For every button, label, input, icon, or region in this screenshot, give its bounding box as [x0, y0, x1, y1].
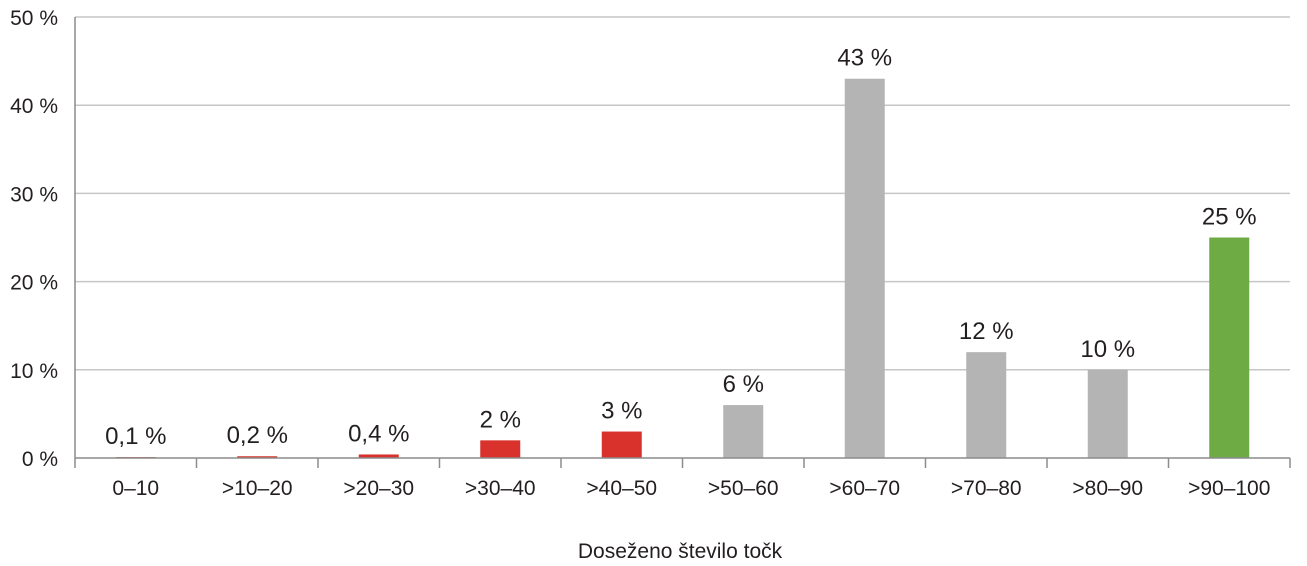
y-tick-label: 40 %: [10, 95, 58, 118]
bar: [723, 405, 764, 458]
x-tick-label: >40–50: [586, 477, 657, 500]
data-label: 0,4 %: [348, 420, 409, 447]
x-tick-label: >90–100: [1188, 477, 1270, 500]
x-tick-label: >30–40: [465, 477, 536, 500]
data-labels: 0,1 % 0,2 % 0,4 % 2 % 3 % 6 % 43 % 12 % 10 % 25 %: [105, 45, 1257, 450]
y-tick-label: 50 %: [10, 7, 58, 30]
bars: [115, 78, 1250, 459]
y-tick-label: 10 %: [10, 360, 58, 383]
gridlines: [75, 16, 1290, 371]
bar: [844, 78, 885, 459]
bar: [1209, 237, 1250, 458]
y-tick-label: 30 %: [10, 183, 58, 206]
x-tick-label: >80–90: [1072, 477, 1143, 500]
data-label: 12 %: [959, 318, 1014, 345]
bar: [480, 440, 521, 458]
x-tick-label: >60–70: [829, 477, 900, 500]
x-tick-label: 0–10: [112, 477, 159, 500]
bar: [358, 454, 399, 458]
x-tick-label: >70–80: [951, 477, 1022, 500]
data-label: 0,1 %: [105, 423, 166, 450]
x-axis-title: Doseženo število točk: [578, 540, 783, 563]
data-label: 6 %: [723, 371, 764, 398]
y-tick-label: 20 %: [10, 272, 58, 295]
bar: [1087, 369, 1128, 458]
x-tick-label: >50–60: [708, 477, 779, 500]
x-axis: 0–10 >10–20 >20–30 >30–40 >40–50 >50–60 >60–70…: [74, 457, 1291, 500]
y-tick-label: 0 %: [22, 448, 58, 471]
data-label: 43 %: [837, 45, 892, 72]
bar: [601, 431, 642, 458]
data-label: 3 %: [601, 398, 642, 425]
y-axis: 0 % 10 % 20 % 30 % 40 % 50 %: [10, 7, 76, 471]
x-tick-label: >20–30: [343, 477, 414, 500]
bar: [237, 456, 278, 458]
data-label: 2 %: [480, 406, 521, 433]
data-label: 0,2 %: [227, 422, 288, 449]
data-label: 25 %: [1202, 204, 1257, 231]
data-label: 10 %: [1080, 336, 1135, 363]
bar: [966, 352, 1007, 458]
x-tick-label: >10–20: [222, 477, 293, 500]
